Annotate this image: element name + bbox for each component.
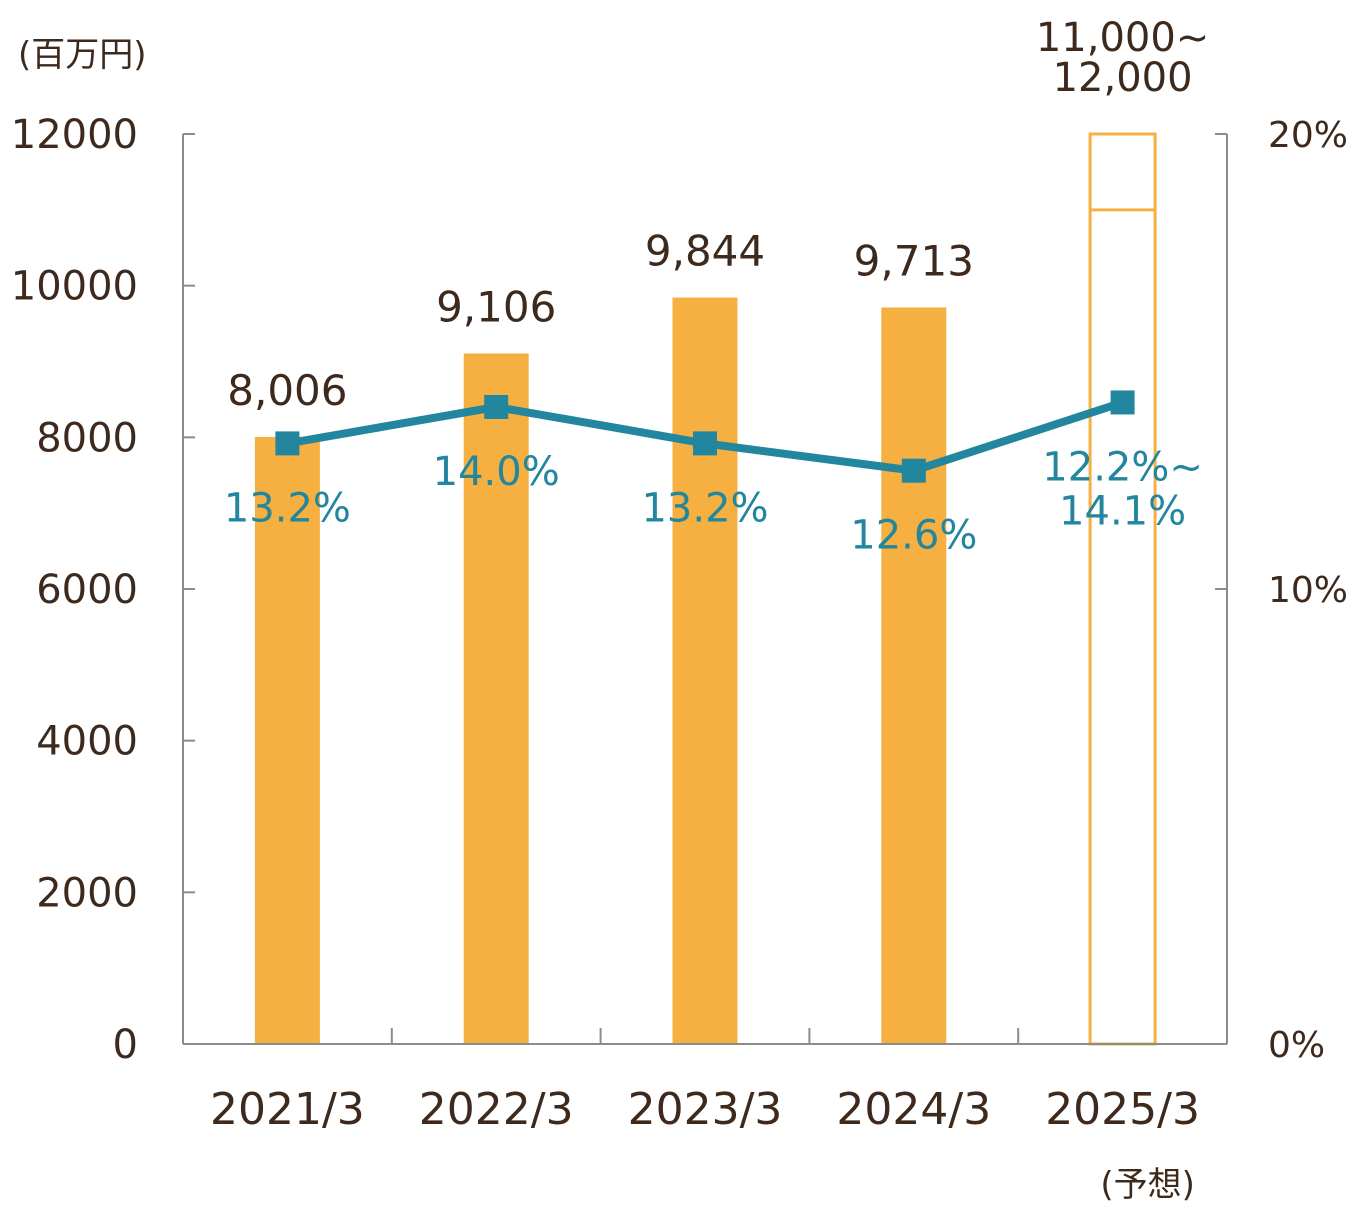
left-tick-label: 2000 [36,870,138,916]
forecast-bar-outline [1088,132,1157,1046]
bar-2022/3 [463,353,529,1044]
data-labels: 11,000~12,000 8,006 9,106 9,844 9,713 13.2% 14… [224,15,1209,559]
line-series [275,390,1135,483]
line-value-label: 13.2% [224,485,351,531]
line-value-label: 13.2% [641,485,768,531]
x-tick-label: 2022/3 [419,1084,574,1135]
line-value-label: 14.1% [1059,488,1186,534]
line-marker-2021/3 [275,431,300,456]
line-value-label: 12.6% [850,513,977,559]
x-tick-label: 2024/3 [836,1084,991,1135]
line-marker-2023/3 [693,431,717,456]
left-tick-label: 10000 [11,264,138,310]
forecast-bar-label: 12,000 [1053,55,1193,101]
x-category-note: (予想) [1100,1165,1195,1205]
line-marker-2024/3 [901,458,926,483]
bar-value-label: 9,713 [854,236,974,285]
right-tick-label: 0% [1268,1025,1325,1066]
line-value-label: 12.2%~ [1042,444,1203,490]
left-tick-label: 0 [113,1022,138,1068]
x-tick-label: 2025/3 [1045,1084,1200,1135]
bar-value-label: 9,106 [436,282,556,331]
x-tick-label: 2023/3 [628,1084,783,1135]
bar-value-label: 8,006 [227,366,347,415]
bar-2024/3 [881,307,947,1044]
bar-2021/3 [254,436,320,1045]
forecast-bar-label: 11,000~ [1036,15,1209,61]
line-marker-2022/3 [484,395,509,419]
left-tick-label: 4000 [36,719,138,765]
line-value-label: 14.0% [433,449,560,495]
x-tick-label: 2021/3 [210,1084,365,1135]
left-tick-label: 8000 [36,415,138,461]
right-tick-label: 20% [1268,115,1348,156]
left-tick-label: 6000 [36,567,138,613]
line-marker-2025/3 [1110,390,1135,415]
bar-series [254,132,1157,1046]
right-tick-label: 10% [1268,570,1348,611]
left-tick-label: 12000 [11,112,138,158]
bar-2023/3 [672,297,738,1044]
axes: 0 2000 4000 6000 8000 10000 12000 0% 10% 20% 2021/… [11,112,1348,1205]
bar-value-label: 9,844 [645,226,765,275]
left-axis-unit: (百万円) [18,35,147,75]
